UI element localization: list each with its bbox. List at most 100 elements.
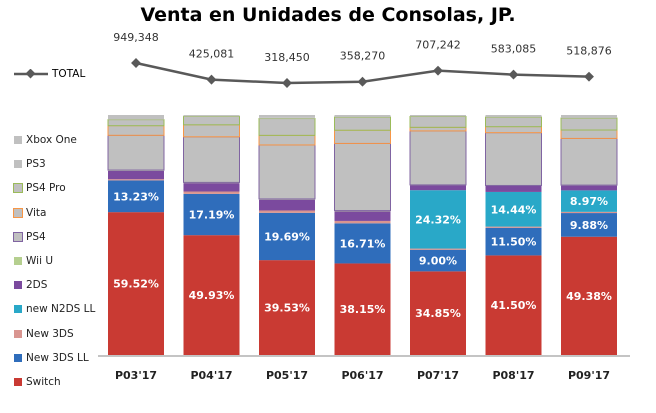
data-label: 9.00% [419,255,457,268]
legend-item: Vita [13,201,95,225]
total-label: 707,242 [415,39,461,52]
bar-segment-ps4-pro [409,116,467,128]
total-point [584,71,594,82]
legend-swatch [14,281,22,290]
total-point [206,74,217,85]
legend-label: new N2DS LL [26,303,96,316]
bar-segment-2ds [259,199,315,211]
legend-swatch [14,353,22,362]
total-label: 949,348 [113,31,159,44]
bar-segment-new-3ds-ll [259,212,315,261]
bar-segment-xbox-one [108,115,164,120]
bar-segment-new-3ds-ll [108,180,164,213]
bar-segment-new-3ds-ll [485,227,542,256]
bar-segment-ps4 [560,137,618,186]
bar-segment-new-3ds [410,248,466,250]
bar-segment-2ds [485,185,542,192]
legend-item: New 3DS [14,322,95,346]
x-tick-label: P09'17 [568,369,610,382]
bar-segment-ps4-pro [183,115,240,126]
data-label: 13.23% [113,190,159,203]
x-tick-label: P08'17 [492,369,534,382]
bar-segment-new-n2ds-ll [561,190,617,212]
legend-label: Vita [26,206,47,219]
data-label: 49.93% [189,289,235,302]
bar-segment-ps4 [183,136,240,183]
total-point [131,58,141,68]
x-tick-label: P04'17 [190,369,232,382]
legend-label: PS4 Pro [26,182,66,195]
bar-segment-ps4 [485,132,542,186]
bar-segment-xbox-one [259,115,315,118]
bar-segment-switch [410,271,466,355]
legend-swatch [13,207,23,218]
bar-segment-xbox-one [334,115,391,117]
data-label: 16.71% [340,237,386,250]
bar-segment-new-n2ds-ll [485,191,542,227]
total-label: 318,450 [264,51,310,64]
data-label: 59.52% [113,278,159,291]
data-label: 19.69% [264,231,310,244]
legend-label: Switch [26,375,61,388]
bar-segment-vita [107,125,165,136]
legend-label: PS4 [26,230,46,243]
bar-segment-new-n2ds-ll [410,190,466,249]
bar-segment-ps4 [409,130,467,186]
legend-swatch [13,231,23,242]
bar-segment-switch [183,235,240,355]
legend-swatch [14,329,22,338]
bar-segment-xbox-one [410,115,466,117]
x-tick-label: P06'17 [341,369,383,382]
bar-segment-ps4 [334,142,391,212]
total-label: 583,085 [491,43,537,56]
x-tick-label: P03'17 [115,369,157,382]
legend-item: PS4 [13,225,95,249]
total-point [282,78,292,88]
bar-segment-xbox-one [183,115,240,116]
bar-segment-xbox-one [485,115,542,117]
bar-segment-vita [409,126,467,132]
total-point [433,65,443,76]
total-label: 425,081 [189,48,235,61]
data-label: 24.32% [415,213,461,226]
legend-label: Xbox One [26,134,77,147]
line-marker-icon [14,69,48,79]
bar-segment-new-3ds [334,220,391,224]
bar-segment-ps4-pro [258,118,316,136]
data-label: 49.38% [566,290,612,303]
legend: Xbox One PS3 PS4 Pro Vita PS4 Wii U 2DS new N2D… [13,128,95,394]
legend-label: New 3DS LL [26,351,89,364]
total-label: 358,270 [340,50,386,63]
data-label: 34.85% [415,307,461,320]
legend-total: TOTAL [14,68,85,80]
legend-item: new N2DS LL [14,297,95,321]
legend-swatch [14,257,22,266]
total-point [357,76,368,87]
x-tick-label: P07'17 [417,369,459,382]
legend-swatch [14,377,22,386]
data-label: 17.19% [189,209,235,222]
legend-label: 2DS [26,279,48,292]
bar-segment-ps4 [258,144,316,200]
bar-segment-2ds [183,183,240,192]
legend-item: Switch [14,370,95,394]
bar-segment-new-3ds [259,210,315,213]
bar-segment-2ds [108,170,164,180]
bar-segment-xbox-one [561,115,617,118]
bar-segment-ps3 [259,117,315,119]
data-label: 39.53% [264,302,310,315]
legend-label: PS3 [26,158,46,171]
data-label: 11.50% [491,236,537,249]
data-label: 8.97% [570,195,608,208]
bar-segment-2ds [334,211,391,221]
bar-segment-2ds [410,185,466,191]
bar-segment-vita [183,124,240,138]
bar-segment-new-3ds [561,211,617,214]
legend-item: Xbox One [14,128,95,152]
legend-swatch [14,160,22,169]
legend-item: Wii U [14,249,95,273]
bar-segment-new-3ds-ll [561,213,617,237]
legend-item: 2DS [14,273,95,297]
